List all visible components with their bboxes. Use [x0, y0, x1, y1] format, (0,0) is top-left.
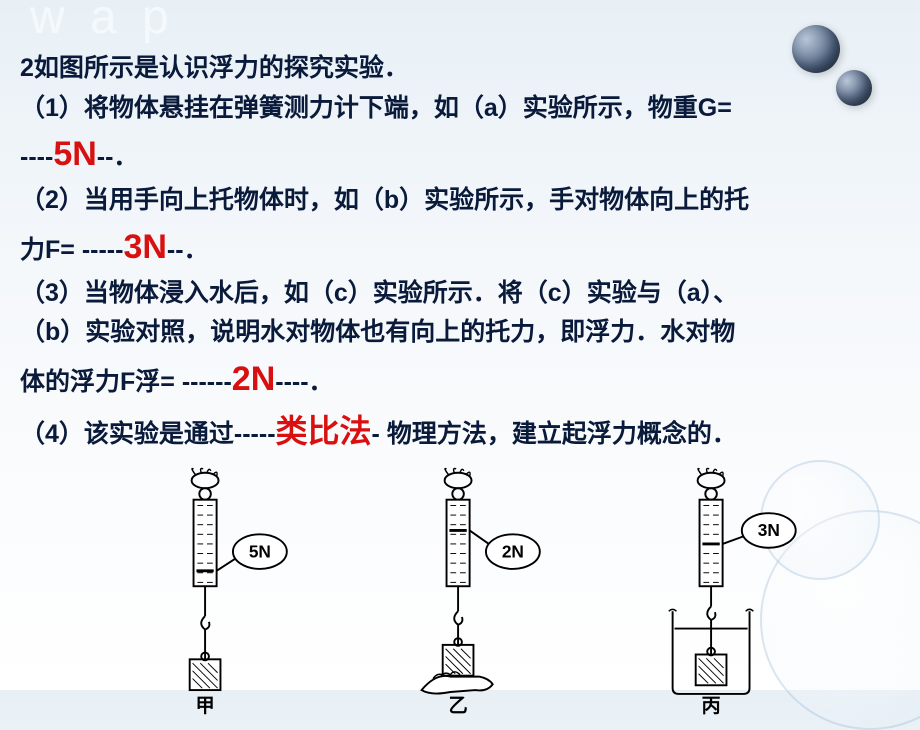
diagram-c: 3N 丙: [613, 467, 813, 717]
label-a: 甲: [195, 696, 214, 717]
answer-1: 5N: [53, 135, 96, 173]
part4-suffix: - 物理方法，建立起浮力概念的．: [372, 420, 737, 448]
answer-3: 2N: [232, 360, 275, 398]
label-b: 乙: [448, 696, 467, 717]
diagram-a: 5N 甲: [107, 467, 307, 717]
dash-suffix: --．: [97, 143, 139, 171]
diagram-row: 5N 甲: [20, 467, 900, 717]
question-part3b: （b）实验对照，说明水对物体也有向上的托力，即浮力．水对物: [20, 314, 900, 352]
part3-suffix: ----．: [275, 368, 333, 396]
answer-4: 类比法: [276, 413, 372, 449]
question-title: 2如图所示是认识浮力的探究实验．: [20, 50, 900, 88]
part2-suffix: --．: [167, 236, 209, 264]
question-part1-blank: ----5N--．: [20, 129, 900, 180]
question-part1a: （1）将物体悬挂在弹簧测力计下端，如（a）实验所示，物重G=: [20, 90, 900, 128]
reading-b: 2N: [502, 541, 524, 561]
question-part3a: （3）当物体浸入水后，如（c）实验所示．将（c）实验与（a）、: [20, 275, 900, 313]
answer-2: 3N: [123, 228, 166, 266]
question-part2b: 力F= -----3N--．: [20, 222, 900, 273]
part3-prefix: 体的浮力F浮= ------: [20, 368, 232, 396]
part2-prefix: 力F= -----: [20, 236, 123, 264]
reading-c: 3N: [758, 520, 780, 540]
reading-a: 5N: [248, 541, 270, 561]
question-part4: （4）该实验是通过-----类比法- 物理方法，建立起浮力概念的．: [20, 407, 900, 455]
question-part2a: （2）当用手向上托物体时，如（b）实验所示，手对物体向上的托: [20, 182, 900, 220]
label-c: 丙: [702, 696, 721, 717]
part4-prefix: （4）该实验是通过-----: [20, 420, 276, 448]
diagram-b: 2N 乙: [360, 467, 560, 717]
question-part3c: 体的浮力F浮= ------2N----．: [20, 354, 900, 405]
question-content: 2如图所示是认识浮力的探究实验． （1）将物体悬挂在弹簧测力计下端，如（a）实验…: [0, 0, 920, 727]
dash-prefix: ----: [20, 143, 53, 171]
